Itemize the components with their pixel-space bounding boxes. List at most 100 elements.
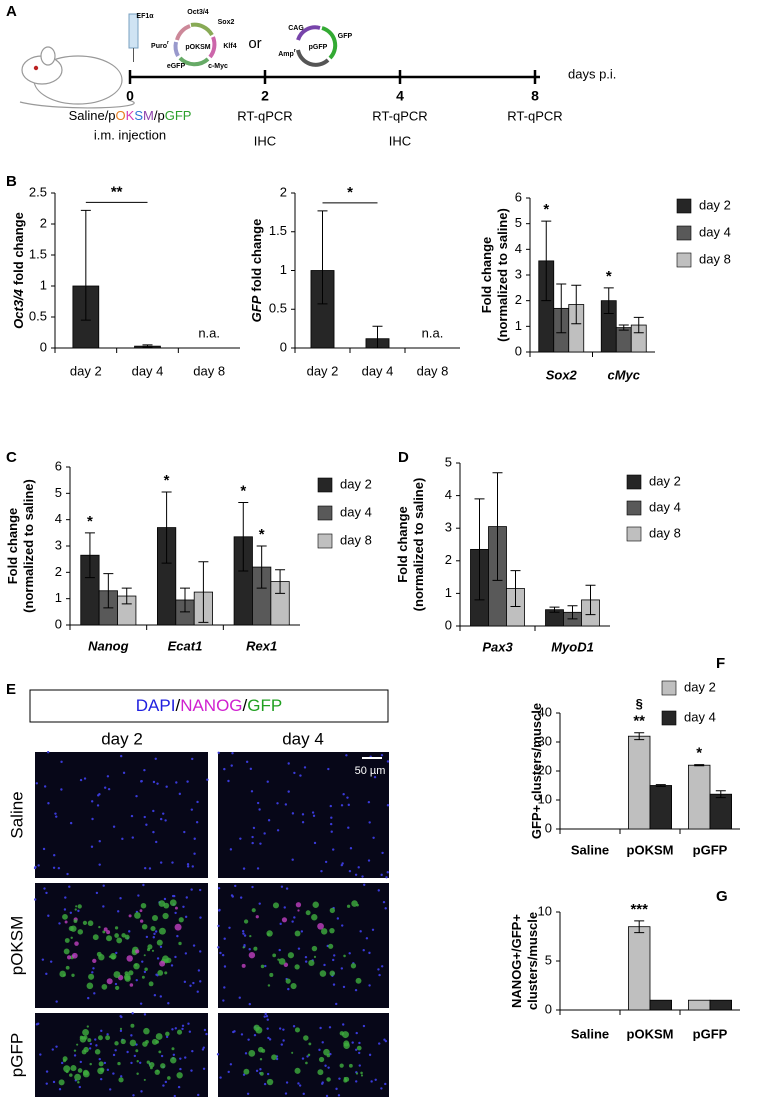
nucleus — [159, 817, 163, 821]
error-bar — [103, 573, 114, 609]
gfp-signal — [74, 1073, 81, 1081]
nucleus — [227, 1070, 230, 1074]
nucleus — [175, 781, 178, 784]
x-tick-label: day 8 — [193, 363, 225, 378]
nucleus — [159, 995, 162, 998]
nucleus — [266, 1072, 270, 1076]
nucleus — [120, 1015, 123, 1019]
nucleus — [95, 1044, 98, 1047]
micrograph-bg — [218, 883, 389, 1008]
gfp-signal — [318, 1056, 325, 1063]
nucleus — [98, 1057, 101, 1061]
bar — [649, 785, 673, 830]
nucleus — [368, 1053, 372, 1057]
nucleus — [64, 896, 67, 899]
gfp-signal — [73, 919, 78, 924]
nucleus — [337, 1094, 341, 1097]
row-label: pGFP — [7, 1033, 26, 1077]
nucleus — [217, 946, 220, 949]
nucleus — [320, 869, 323, 873]
gfp-signal — [65, 965, 70, 970]
stain-box — [29, 689, 389, 723]
nucleus — [109, 1088, 112, 1091]
nucleus — [222, 999, 225, 1002]
legend-swatch — [676, 252, 692, 268]
gfp-signal — [75, 905, 78, 908]
gfp-signal — [266, 1078, 274, 1086]
gfp-signal — [305, 1061, 308, 1065]
nucleus — [89, 1042, 93, 1046]
value-label: n.a. — [198, 325, 220, 340]
nucleus — [114, 1049, 117, 1052]
gfp-signal — [297, 909, 300, 912]
nucleus — [248, 948, 251, 951]
nucleus — [263, 832, 266, 835]
nucleus — [348, 869, 352, 873]
nucleus — [42, 847, 46, 851]
nucleus — [283, 906, 286, 909]
plasmid-pgfp — [296, 25, 338, 67]
y-tick-label: 30 — [538, 733, 552, 748]
nucleus — [192, 981, 195, 985]
gfp-signal — [307, 1053, 311, 1057]
nucleus — [234, 884, 237, 888]
nucleus — [60, 788, 63, 791]
panel-label: G — [716, 888, 728, 905]
gfp-signal — [326, 1077, 331, 1082]
nucleus — [43, 887, 46, 890]
nucleus — [285, 887, 289, 890]
gfp-signal — [150, 926, 156, 932]
error-bar — [556, 283, 567, 334]
nucleus — [357, 866, 360, 869]
gfp-signal — [295, 902, 302, 908]
x-tick-label: Sox2 — [546, 367, 578, 382]
nucleus — [191, 1049, 194, 1053]
gfp-signal — [320, 928, 328, 935]
legend-label: day 4 — [699, 224, 731, 239]
gfp-signal — [58, 1079, 65, 1086]
error-bar — [256, 545, 267, 589]
gfp-signal — [272, 953, 277, 958]
nucleus — [34, 898, 37, 901]
gfp-signal — [71, 973, 75, 977]
nucleus — [372, 836, 375, 839]
nucleus — [139, 1002, 143, 1005]
gfp-signal — [83, 1046, 89, 1053]
gfp-signal — [115, 985, 120, 991]
nucleus — [229, 1063, 233, 1066]
micrograph-bg — [35, 752, 208, 878]
y-tick-label: 0 — [545, 820, 552, 835]
nucleus — [187, 1022, 190, 1025]
plasmid-label: Ampr — [278, 48, 296, 58]
nucleus — [279, 922, 282, 926]
nucleus — [340, 967, 344, 970]
plasmid-label: CAG — [288, 25, 304, 32]
gfp-signal — [86, 1025, 89, 1028]
nucleus — [223, 767, 226, 771]
gfp-signal — [165, 1031, 170, 1037]
nucleus — [332, 958, 335, 962]
nucleus — [378, 1042, 381, 1045]
gfp-signal — [136, 1072, 139, 1076]
value-label: n.a. — [422, 325, 444, 340]
nucleus — [361, 875, 364, 878]
nucleus — [69, 911, 73, 914]
gfp-signal — [135, 1049, 139, 1053]
assay-label: RT-qPCR — [237, 108, 292, 123]
bar — [628, 926, 651, 1011]
nucleus — [230, 764, 233, 767]
nucleus — [103, 786, 107, 789]
nucleus — [192, 944, 196, 947]
gfp-signal — [308, 959, 315, 967]
nucleus — [153, 994, 157, 997]
nucleus — [285, 1081, 289, 1084]
nucleus — [43, 785, 47, 788]
gfp-signal — [171, 1047, 175, 1051]
nucleus — [278, 1027, 282, 1030]
nucleus — [384, 907, 387, 910]
nucleus — [199, 980, 202, 983]
nucleus — [135, 794, 138, 798]
nucleus — [321, 1041, 324, 1044]
nucleus — [152, 830, 155, 834]
gfp-signal — [170, 1057, 177, 1064]
